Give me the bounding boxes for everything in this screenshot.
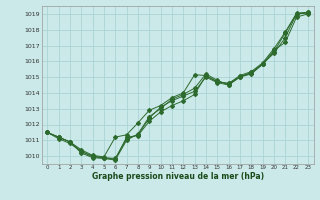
X-axis label: Graphe pression niveau de la mer (hPa): Graphe pression niveau de la mer (hPa) [92, 172, 264, 181]
